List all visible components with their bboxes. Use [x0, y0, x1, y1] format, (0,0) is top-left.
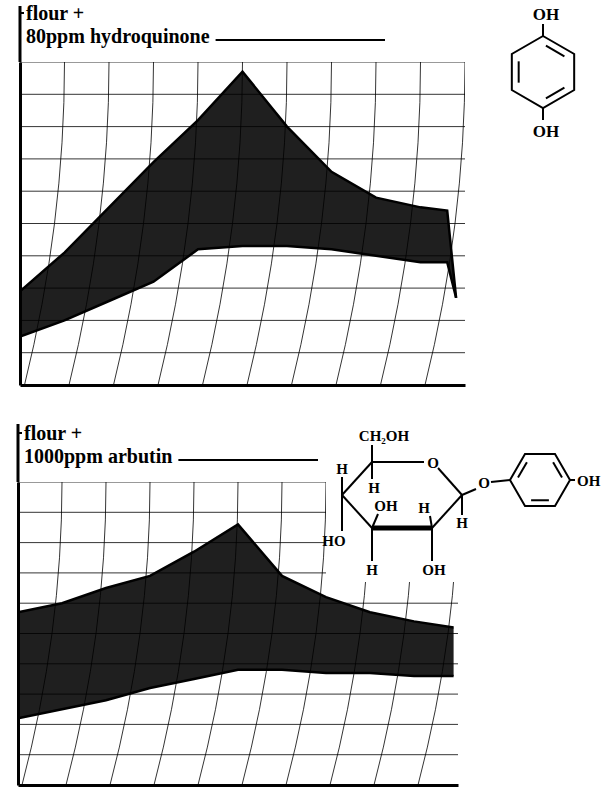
grid-line-y: [18, 785, 458, 786]
structure-arbutin: CH₂OHOOHHOHHHOHHOHOH: [322, 422, 612, 582]
double-bond: [553, 462, 562, 477]
structure-label: O: [478, 475, 490, 491]
bond: [462, 489, 476, 495]
frame-line: [19, 6, 22, 62]
plot-area: [18, 482, 458, 785]
chart-title: flour +80ppm hydroquinone: [26, 2, 210, 48]
bond: [431, 528, 433, 561]
structure-label: CH₂OH: [359, 428, 410, 444]
grid-line-x: [25, 62, 65, 385]
bond: [372, 514, 378, 528]
bond: [341, 495, 343, 531]
structure-label: H: [418, 500, 430, 516]
ring: [512, 36, 574, 108]
structure-hydroquinone: OH OH: [512, 5, 574, 141]
double-bond: [531, 499, 549, 501]
structure-label: OH: [577, 473, 601, 489]
bond: [341, 477, 343, 495]
x-axis-line: [19, 784, 459, 787]
plot-area: [20, 62, 465, 385]
structure-label: O: [427, 455, 439, 471]
bond: [342, 495, 372, 528]
trace-band: [20, 72, 456, 337]
bond: [372, 461, 424, 463]
x-axis: [19, 785, 459, 787]
trace-envelope: [18, 670, 454, 718]
grid-line-y: [20, 320, 465, 321]
double-bond: [546, 88, 564, 99]
title-rule: [18, 432, 22, 434]
structure-ground: [326, 422, 612, 582]
structure-label: OH: [533, 122, 559, 141]
bond: [491, 480, 510, 482]
bond: [371, 445, 373, 462]
x-axis: [21, 385, 466, 387]
structure-label: H: [456, 515, 468, 531]
grid-line-y: [20, 352, 465, 353]
title-rule: [178, 459, 318, 461]
grid-line-y: [18, 754, 458, 755]
bond: [570, 479, 575, 481]
bond: [542, 108, 544, 120]
y-axis: [18, 483, 20, 786]
chart-title: flour +1000ppm arbutin: [24, 422, 172, 468]
bond: [542, 24, 544, 36]
page: OHOHflour +80ppm hydroquinoneCH₂OHOOHHOH…: [0, 0, 614, 799]
structure-label: H: [336, 461, 348, 477]
ring: [510, 454, 570, 506]
x-axis-line: [21, 384, 466, 387]
bond: [461, 495, 463, 515]
bond: [372, 526, 432, 531]
structure-label: OH: [533, 5, 559, 24]
grid-line-y: [18, 724, 458, 725]
title-rule: [216, 39, 385, 41]
structure-label: H: [366, 562, 378, 578]
bond: [438, 468, 462, 495]
trace-envelope: [20, 72, 456, 298]
structure-label: HO: [322, 533, 345, 549]
double-bond: [546, 46, 564, 57]
bond: [371, 462, 373, 479]
title-rule: [20, 12, 24, 14]
y-axis: [20, 63, 22, 386]
grid: [20, 62, 465, 385]
structure-label: OH: [422, 562, 446, 578]
structure-label: H: [368, 480, 380, 496]
grid: [18, 482, 458, 785]
double-bond: [518, 462, 527, 477]
bond: [371, 528, 373, 561]
y-axis-line: [17, 483, 20, 786]
structure-label: OH: [374, 498, 398, 514]
bond: [430, 516, 432, 528]
double-bond: [518, 61, 520, 82]
grid-line-y: [20, 385, 465, 386]
y-axis-line: [19, 63, 22, 386]
trace-envelope: [20, 246, 456, 336]
